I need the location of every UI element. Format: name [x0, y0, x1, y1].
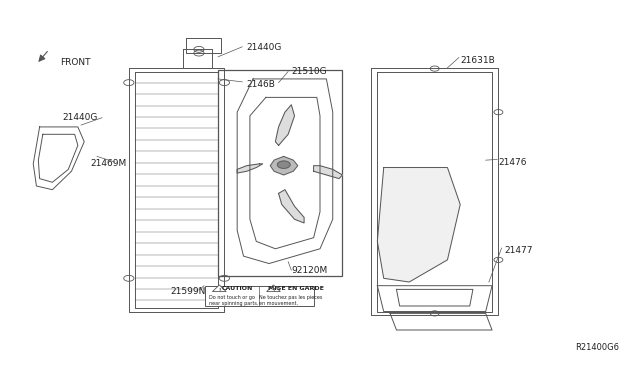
Text: 21631B: 21631B — [460, 56, 495, 65]
Text: !: ! — [218, 288, 221, 293]
Polygon shape — [275, 105, 294, 145]
Polygon shape — [267, 285, 280, 292]
Bar — [205, 286, 314, 306]
Text: CAUTION: CAUTION — [222, 286, 253, 291]
Polygon shape — [33, 127, 84, 190]
Text: 2146B: 2146B — [246, 80, 276, 89]
Polygon shape — [270, 157, 298, 175]
Polygon shape — [278, 190, 304, 223]
Polygon shape — [237, 164, 262, 173]
Text: !: ! — [272, 288, 275, 293]
Text: 21477: 21477 — [505, 246, 533, 255]
Text: 21599N: 21599N — [170, 287, 205, 296]
Polygon shape — [212, 285, 226, 292]
Text: Do not touch or go
near spinning parts.: Do not touch or go near spinning parts. — [209, 295, 259, 306]
Text: 21440G: 21440G — [246, 43, 282, 52]
Circle shape — [277, 161, 290, 169]
Polygon shape — [314, 166, 342, 179]
Bar — [218, 70, 342, 276]
Text: MISE EN GARDE: MISE EN GARDE — [268, 286, 324, 291]
Text: R21400G6: R21400G6 — [575, 343, 620, 352]
Text: FRONT: FRONT — [60, 58, 90, 67]
Polygon shape — [183, 49, 212, 68]
Text: 21510G: 21510G — [291, 67, 327, 76]
Polygon shape — [237, 79, 333, 263]
Polygon shape — [186, 38, 221, 53]
Text: 21440G: 21440G — [62, 113, 97, 122]
Text: 21476: 21476 — [499, 157, 527, 167]
Polygon shape — [129, 68, 225, 311]
Polygon shape — [371, 68, 499, 315]
Polygon shape — [378, 286, 492, 311]
Polygon shape — [390, 313, 492, 330]
Text: Ne touchez pas les pieces
en mouvement.: Ne touchez pas les pieces en mouvement. — [259, 295, 323, 306]
Text: 21469M: 21469M — [91, 159, 127, 169]
Text: 92120M: 92120M — [291, 266, 328, 275]
Polygon shape — [378, 167, 460, 282]
